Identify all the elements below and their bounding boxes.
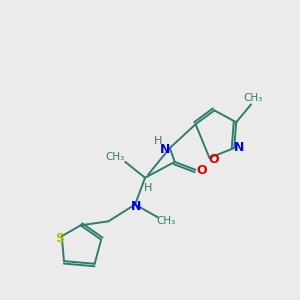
Text: O: O [208, 153, 219, 167]
Text: O: O [196, 164, 207, 177]
Text: S: S [55, 232, 64, 245]
Text: CH₃: CH₃ [106, 152, 125, 162]
Text: N: N [160, 142, 170, 155]
Text: H: H [154, 136, 162, 146]
Text: H: H [144, 183, 152, 193]
Text: CH₃: CH₃ [156, 216, 176, 226]
Text: N: N [234, 140, 244, 154]
Text: CH₃: CH₃ [243, 94, 263, 103]
Text: N: N [131, 200, 141, 213]
